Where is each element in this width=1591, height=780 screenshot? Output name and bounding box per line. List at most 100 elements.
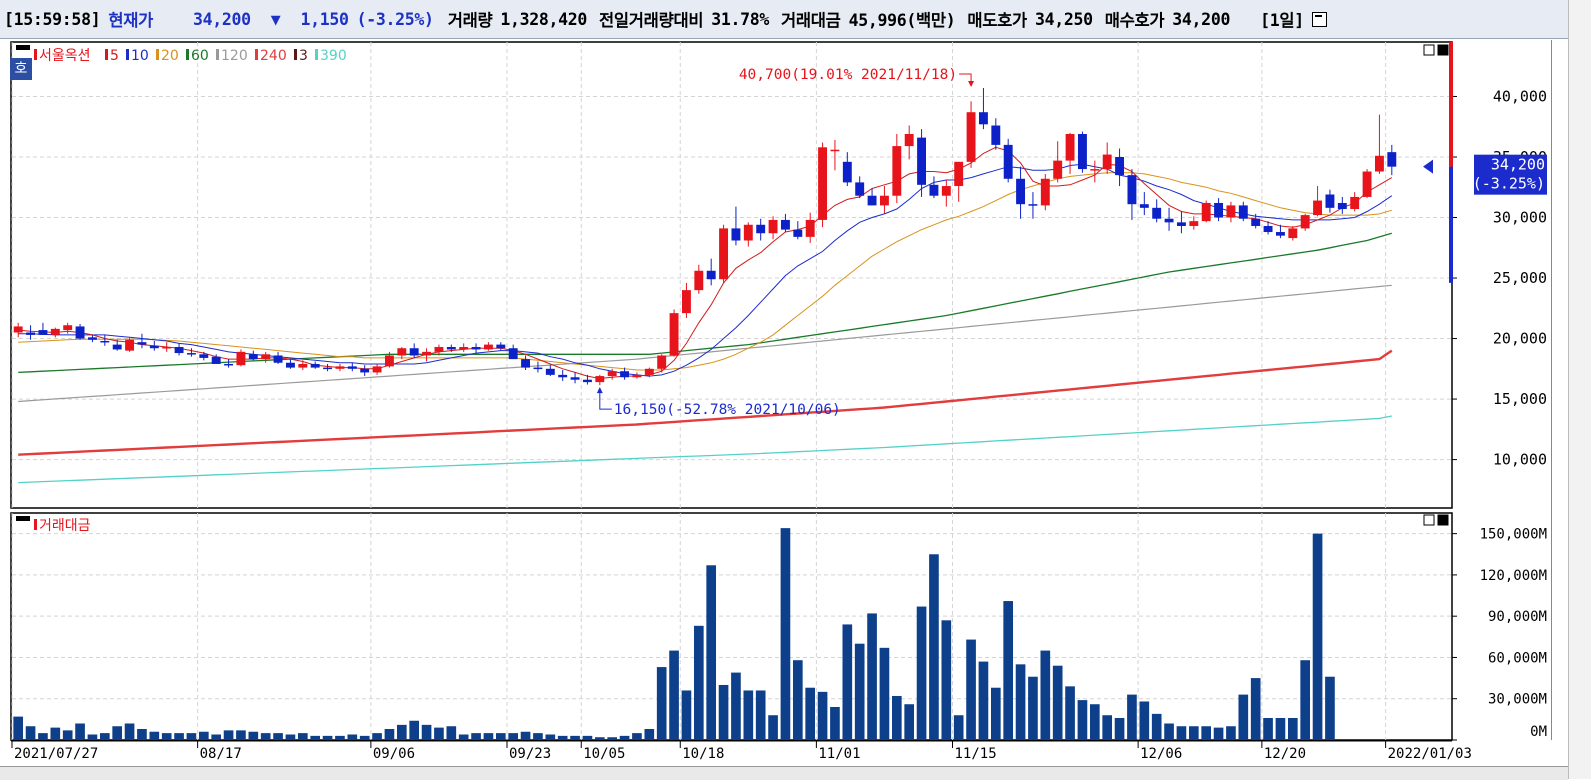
horizontal-scrollbar[interactable]: [0, 766, 1568, 780]
volume-bar: [297, 733, 308, 740]
candle-body: [149, 345, 159, 349]
volume-bar: [335, 735, 345, 740]
candle-body: [162, 347, 172, 349]
order-button[interactable]: 호: [10, 58, 32, 80]
volume-bar: [879, 647, 890, 740]
candle-body: [310, 363, 320, 368]
candle-body: [1300, 215, 1310, 229]
candle-body: [1288, 228, 1298, 239]
volume-bar: [38, 733, 48, 740]
volume-bar: [137, 728, 147, 740]
price-axis-label: 10,000: [1493, 451, 1547, 469]
volume-bar: [13, 716, 24, 740]
candle-body: [768, 219, 778, 234]
volume-bar: [1102, 715, 1113, 740]
candle-body: [125, 339, 135, 351]
legend-item: 120: [221, 48, 248, 64]
date-axis-label: 09/06: [373, 746, 415, 762]
candle-body: [1226, 205, 1236, 218]
candle-body: [1028, 204, 1038, 206]
period-selector[interactable]: [1일]: [1260, 11, 1304, 30]
volume-bar: [644, 728, 655, 740]
candle-body: [570, 377, 580, 380]
volume-bar: [1263, 717, 1273, 740]
candle-body: [298, 363, 308, 368]
candle-body: [842, 161, 852, 183]
volume-bar: [854, 643, 865, 740]
candle-body: [743, 224, 753, 241]
candle-body: [681, 290, 691, 314]
candle-body: [632, 374, 642, 378]
volume-bar: [75, 723, 85, 740]
volume-bar: [953, 715, 964, 740]
volume-bar: [731, 672, 741, 740]
current-price-value: 34,200: [192, 9, 251, 29]
date-axis-label: 12/06: [1140, 746, 1182, 762]
volume-bar: [384, 728, 395, 740]
right-scroll-pane[interactable]: [1551, 40, 1569, 740]
volume-bar: [966, 639, 976, 740]
current-price-box-change: (-3.25%): [1473, 175, 1545, 193]
date-axis-label: 2021/07/27: [14, 746, 98, 762]
ask-price-value: 34,250: [1034, 9, 1093, 29]
volume-bar: [149, 731, 160, 740]
candle-body: [917, 137, 927, 185]
volume-bar: [929, 554, 939, 740]
date-axis-label: 2022/01/03: [1388, 746, 1472, 762]
volume-bar: [1003, 601, 1014, 740]
candle-body: [966, 112, 976, 162]
candle-body: [669, 313, 679, 356]
candle-body: [1350, 196, 1360, 210]
date-axis-label: 11/15: [955, 746, 997, 762]
candle-body: [793, 229, 803, 237]
volume-axis-label: 60,000M: [1488, 650, 1547, 666]
candle-body: [384, 355, 394, 367]
candle-body: [1115, 156, 1125, 176]
stock-chart[interactable]: 40,00035,00030,00025,00020,00015,00010,0…: [0, 0, 1568, 768]
trade-amount-value: 45,996(백만): [848, 11, 956, 30]
volume-bar: [891, 695, 902, 740]
ma120-line: [18, 284, 1392, 403]
volume-bar: [1312, 533, 1323, 740]
candle-body: [1325, 194, 1335, 208]
volume-bar: [124, 723, 135, 740]
volume-bar: [458, 734, 469, 740]
volume-bar: [396, 724, 407, 740]
maximize-icon[interactable]: [1311, 11, 1327, 27]
candle-body: [422, 351, 432, 356]
candle-body: [372, 366, 382, 373]
volume-bar: [359, 735, 370, 740]
candle-body: [273, 355, 283, 363]
volume-bar: [87, 734, 98, 740]
date-axis-label: 08/17: [200, 746, 242, 762]
volume-bar: [1127, 694, 1137, 740]
volume-bar: [1226, 726, 1236, 740]
volume-value: 1,328,420: [500, 9, 588, 29]
volume-bar: [978, 661, 989, 740]
volume-bar: [161, 733, 172, 740]
volume-bar: [1213, 727, 1224, 740]
volume-axis-label: 150,000M: [1480, 527, 1547, 543]
volume-bar: [495, 733, 506, 740]
legend-swatch: [34, 49, 37, 60]
candle-body: [112, 344, 122, 350]
volume-pane-restore-icon: [1423, 514, 1435, 526]
candle-body: [248, 354, 258, 360]
volume-bar: [1164, 723, 1174, 740]
candle-body: [1387, 152, 1397, 167]
candle-body: [1090, 169, 1100, 171]
volume-bar: [347, 734, 358, 740]
volume-bar: [867, 613, 877, 740]
candle-body: [347, 366, 357, 369]
candle-body: [830, 149, 840, 152]
legend-swatch: [186, 49, 189, 60]
candle-body: [595, 376, 605, 383]
legend-item: 5: [110, 48, 119, 64]
price-axis-label: 20,000: [1493, 330, 1547, 348]
bid-price-value: 34,200: [1172, 9, 1231, 29]
legend-swatch: [315, 49, 318, 60]
candle-body: [1189, 221, 1199, 226]
volume-bar: [1052, 665, 1063, 740]
trade-amount-label: 거래대금: [781, 11, 841, 30]
candle-body: [1016, 178, 1026, 205]
